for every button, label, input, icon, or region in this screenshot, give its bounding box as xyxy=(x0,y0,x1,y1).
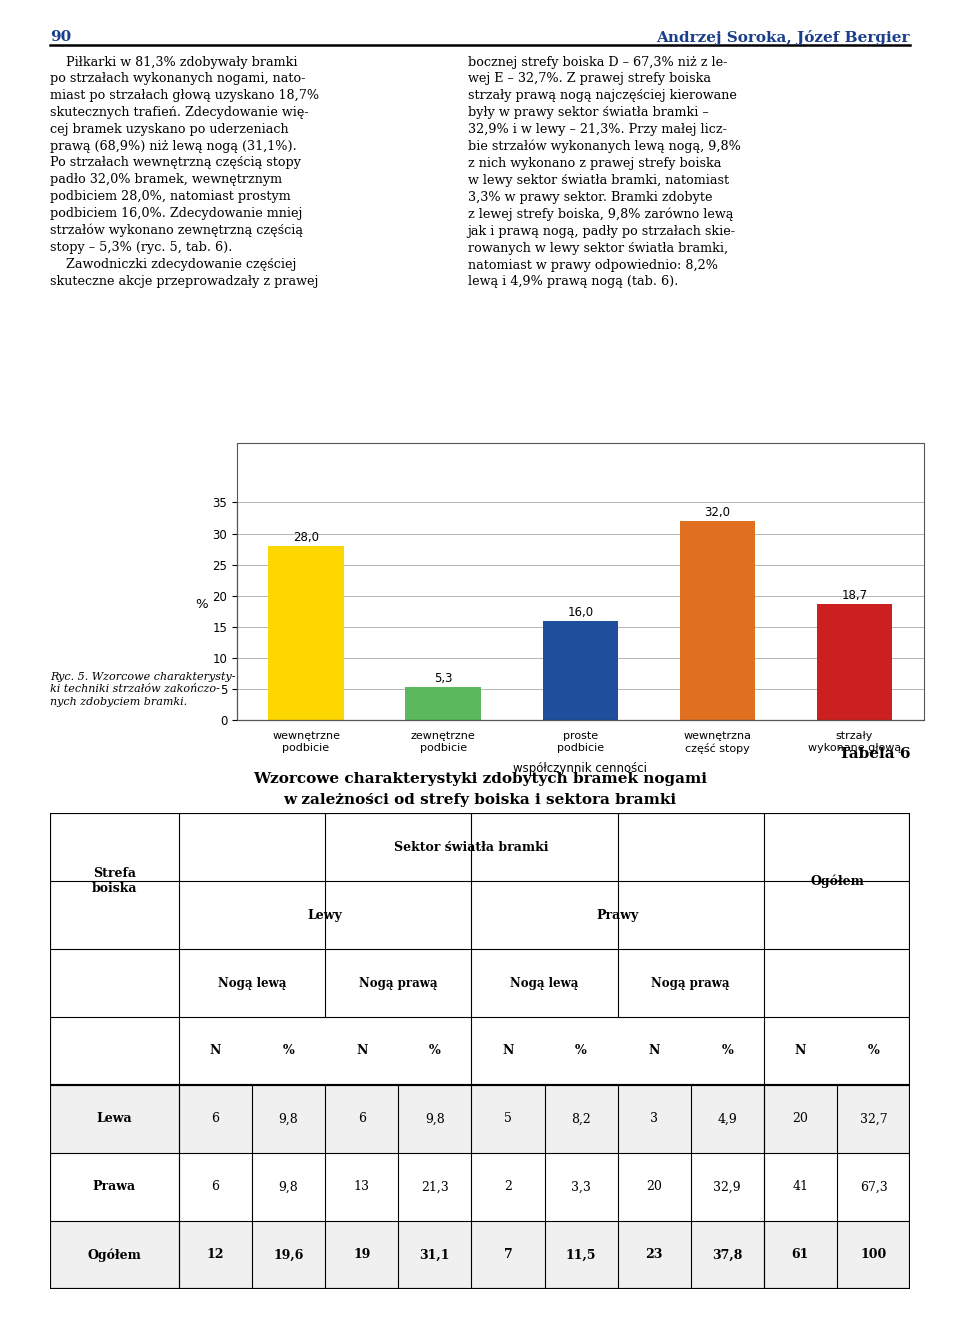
Text: 4,9: 4,9 xyxy=(717,1113,737,1125)
Text: Prawa: Prawa xyxy=(93,1181,136,1194)
Text: %: % xyxy=(283,1044,295,1058)
Text: 9,8: 9,8 xyxy=(425,1113,444,1125)
Text: 9,8: 9,8 xyxy=(278,1113,299,1125)
Text: 3,3: 3,3 xyxy=(571,1181,591,1194)
Text: Prawy: Prawy xyxy=(596,908,638,921)
Text: Ogółem: Ogółem xyxy=(87,1248,141,1261)
Text: Ryc. 5. Wzorcowe charakterysty-
ki techniki strzałów zakończo-
nych zdobyciem br: Ryc. 5. Wzorcowe charakterysty- ki techn… xyxy=(50,672,235,707)
Text: 67,3: 67,3 xyxy=(859,1181,887,1194)
Text: %: % xyxy=(575,1044,587,1058)
Text: Tabela 6: Tabela 6 xyxy=(839,747,910,761)
X-axis label: współczynnik cenności: współczynnik cenności xyxy=(514,761,647,775)
Text: N: N xyxy=(210,1044,221,1058)
Text: 6: 6 xyxy=(358,1113,366,1125)
Bar xyxy=(680,521,756,720)
Bar xyxy=(50,1153,910,1222)
Text: Strefa
boiska: Strefa boiska xyxy=(92,867,137,895)
Bar xyxy=(542,621,618,720)
Text: 5,3: 5,3 xyxy=(434,673,452,685)
Text: 32,0: 32,0 xyxy=(705,506,731,518)
Text: Andrzej Soroka, Józef Bergier: Andrzej Soroka, Józef Bergier xyxy=(657,30,910,45)
Text: %: % xyxy=(868,1044,879,1058)
Text: 5: 5 xyxy=(504,1113,512,1125)
Text: 9,8: 9,8 xyxy=(278,1181,299,1194)
Text: 18,7: 18,7 xyxy=(842,588,868,602)
Text: 6: 6 xyxy=(211,1113,220,1125)
Text: 19: 19 xyxy=(353,1248,371,1261)
Text: 20: 20 xyxy=(646,1181,662,1194)
Text: 16,0: 16,0 xyxy=(567,605,593,619)
Text: 7: 7 xyxy=(504,1248,513,1261)
Text: Lewy: Lewy xyxy=(308,908,343,921)
Text: %: % xyxy=(721,1044,733,1058)
Text: 20: 20 xyxy=(792,1113,808,1125)
Text: 6: 6 xyxy=(211,1181,220,1194)
Text: Wzorcowe charakterystyki zdobytych bramek nogami: Wzorcowe charakterystyki zdobytych brame… xyxy=(253,772,707,787)
Y-axis label: %: % xyxy=(195,599,207,611)
Text: %: % xyxy=(429,1044,441,1058)
Text: 37,8: 37,8 xyxy=(712,1248,742,1261)
Bar xyxy=(817,604,892,720)
Bar xyxy=(50,1222,910,1289)
Text: Nogą prawą: Nogą prawą xyxy=(359,977,438,989)
Text: 11,5: 11,5 xyxy=(565,1248,596,1261)
Text: Sektor światła bramki: Sektor światła bramki xyxy=(395,841,549,854)
Text: 3: 3 xyxy=(650,1113,659,1125)
Text: Lewa: Lewa xyxy=(97,1113,132,1125)
Text: 41: 41 xyxy=(792,1181,808,1194)
Text: 32,9: 32,9 xyxy=(713,1181,741,1194)
Text: 90: 90 xyxy=(50,30,71,45)
Text: N: N xyxy=(502,1044,514,1058)
Text: Nogą prawą: Nogą prawą xyxy=(652,977,730,989)
Text: 8,2: 8,2 xyxy=(571,1113,591,1125)
Text: w zależności od strefy boiska i sektora bramki: w zależności od strefy boiska i sektora … xyxy=(283,793,677,808)
Bar xyxy=(268,546,344,720)
Text: bocznej strefy boiska D – 67,3% niż z le-
wej E – 32,7%. Z prawej strefy boiska
: bocznej strefy boiska D – 67,3% niż z le… xyxy=(468,56,740,288)
Bar xyxy=(405,687,481,720)
Text: 12: 12 xyxy=(206,1248,225,1261)
Text: N: N xyxy=(795,1044,806,1058)
Text: 13: 13 xyxy=(353,1181,370,1194)
Text: Ogółem: Ogółem xyxy=(810,874,864,888)
Text: 19,6: 19,6 xyxy=(274,1248,303,1261)
Text: 32,7: 32,7 xyxy=(860,1113,887,1125)
Text: Piłkarki w 81,3% zdobywały bramki
po strzałach wykonanych nogami, nato-
miast po: Piłkarki w 81,3% zdobywały bramki po str… xyxy=(50,56,319,288)
Text: 2: 2 xyxy=(504,1181,512,1194)
Text: Nogą lewą: Nogą lewą xyxy=(218,977,286,989)
Text: Nogą lewą: Nogą lewą xyxy=(511,977,579,989)
Text: 31,1: 31,1 xyxy=(420,1248,450,1261)
Text: 28,0: 28,0 xyxy=(293,531,319,543)
Text: 61: 61 xyxy=(792,1248,809,1261)
Text: N: N xyxy=(356,1044,368,1058)
Bar xyxy=(50,1085,910,1153)
Text: 23: 23 xyxy=(645,1248,662,1261)
Text: 21,3: 21,3 xyxy=(421,1181,448,1194)
Text: N: N xyxy=(649,1044,660,1058)
Text: 100: 100 xyxy=(860,1248,887,1261)
